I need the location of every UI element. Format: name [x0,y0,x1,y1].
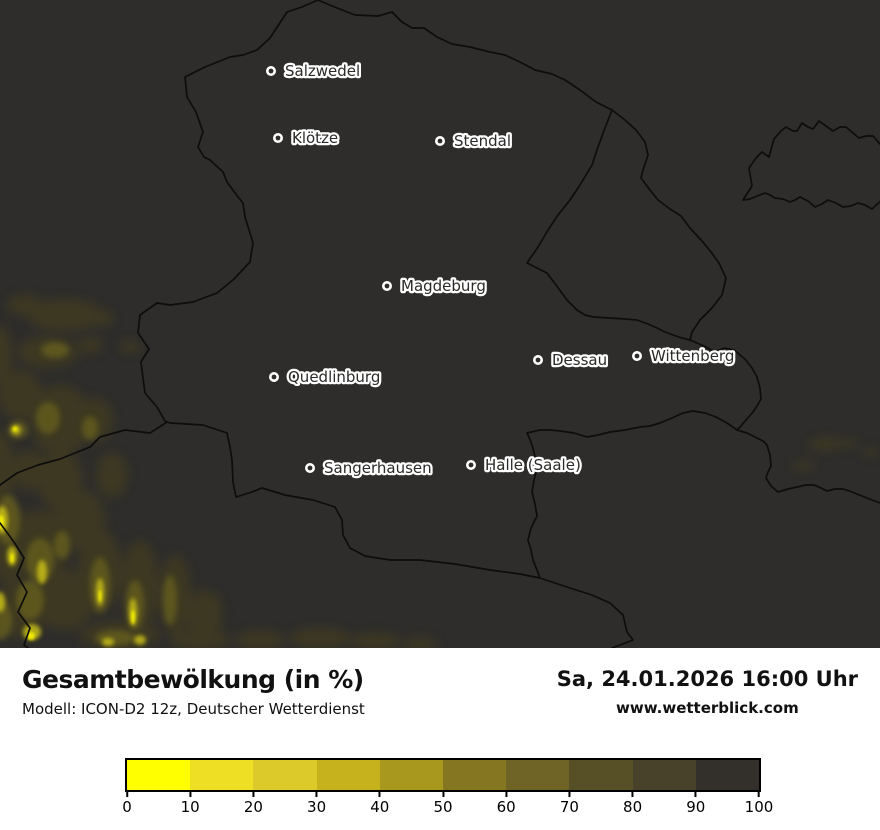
border-east-lobe [526,109,691,341]
city-klötze: Klötze [271,127,340,149]
city-label: Sangerhausen [324,459,432,477]
website-label: www.wetterblick.com [616,699,799,718]
city-label: Magdeburg [401,277,486,295]
tick-label: 10 [180,798,200,816]
colorbar-segment [569,760,633,790]
tick-mark [315,792,318,797]
tick-mark [568,792,571,797]
city-layer: Salzwedel Klötze Stendal Magdeburg Dessa… [264,60,737,479]
colorbar-tick: 100 [744,792,774,816]
city-magdeburg: Magdeburg [380,275,488,297]
colorbar-tick: 70 [560,792,579,816]
colorbar-legend: 0 10 20 30 40 50 60 70 80 90 100 [122,758,773,822]
weather-map: Salzwedel Klötze Stendal Magdeburg Dessa… [0,0,880,648]
city-marker-dot [468,462,474,468]
tick-mark [442,792,444,797]
tick-mark [694,792,697,797]
colorbar-tick: 30 [307,792,326,816]
city-marker-dot [384,283,390,289]
tick-mark [631,792,634,797]
city-marker-dot [437,138,443,144]
city-marker-dot [535,357,541,363]
city-wittenberg: Wittenberg [630,345,737,367]
state-border-southwest-branch [0,421,168,486]
tick-label: 30 [307,798,327,816]
tick-mark [378,792,381,797]
colorbar-segment [632,760,696,790]
colorbar-segment [379,760,444,790]
tick-mark [505,792,508,797]
colorbar-segment [190,760,254,790]
tick-label: 100 [744,798,774,816]
colorbar-segment [127,760,191,790]
colorbar-tick: 90 [686,792,705,816]
tick-mark [189,792,192,797]
colorbar-tick: 40 [370,792,389,816]
tick-mark [252,792,255,797]
colorbar-tick: 10 [181,792,200,816]
city-marker-dot [275,135,281,141]
tick-label: 0 [122,798,132,816]
colorbar-tick: 50 [433,792,453,816]
colorbar-segment [506,760,570,790]
city-stendal: Stendal [433,130,513,152]
colorbar-ticks: 0 10 20 30 40 50 60 70 80 90 100 [122,792,773,822]
colorbar-tick: 60 [497,792,516,816]
colorbar-segment [695,760,760,790]
colorbar-tick: 80 [623,792,642,816]
city-label: Quedlinburg [288,368,380,386]
colorbar-segment [443,760,507,790]
tick-label: 90 [686,798,706,816]
city-halle-saale: Halle (Saale) [464,454,583,476]
city-label: Salzwedel [285,62,360,80]
city-label: Wittenberg [651,347,734,365]
info-footer: Gesamtbewölkung (in %) Modell: ICON-D2 1… [0,648,880,828]
cloud-patches [0,295,878,648]
border-south-interior [526,410,738,579]
city-salzwedel: Salzwedel [264,60,362,82]
city-label: Dessau [552,351,607,369]
city-label: Halle (Saale) [485,456,581,474]
city-label: Stendal [454,132,511,150]
model-info: Modell: ICON-D2 12z, Deutscher Wetterdie… [22,699,365,718]
map-background [0,0,880,648]
tick-label: 50 [433,798,453,816]
tick-mark [757,792,760,797]
border-southwest-corner [0,522,31,648]
city-label: Klötze [292,129,338,147]
city-marker-dot [307,465,313,471]
city-marker-dot [271,374,277,380]
colorbar-segment [253,760,317,790]
tick-label: 70 [559,798,579,816]
tick-label: 80 [623,798,643,816]
colorbar-tick: 20 [244,792,263,816]
forecast-datetime: Sa, 24.01.2026 16:00 Uhr [556,667,858,691]
colorbar [125,758,761,792]
tick-mark [125,792,128,797]
tick-label: 20 [243,798,263,816]
tick-label: 60 [496,798,516,816]
city-sangerhausen: Sangerhausen [303,457,434,479]
city-marker-dot [634,353,640,359]
city-marker-dot [268,68,274,74]
colorbar-tick: 0 [122,792,132,816]
page-title: Gesamtbewölkung (in %) [22,665,364,694]
state-border-north-east [317,0,880,504]
berlin-border [742,120,880,210]
city-quedlinburg: Quedlinburg [267,366,383,388]
city-dessau: Dessau [531,349,609,371]
colorbar-segment [316,760,380,790]
tick-label: 40 [370,798,390,816]
state-border-west [137,0,634,648]
map-canvas: Salzwedel Klötze Stendal Magdeburg Dessa… [0,0,880,648]
